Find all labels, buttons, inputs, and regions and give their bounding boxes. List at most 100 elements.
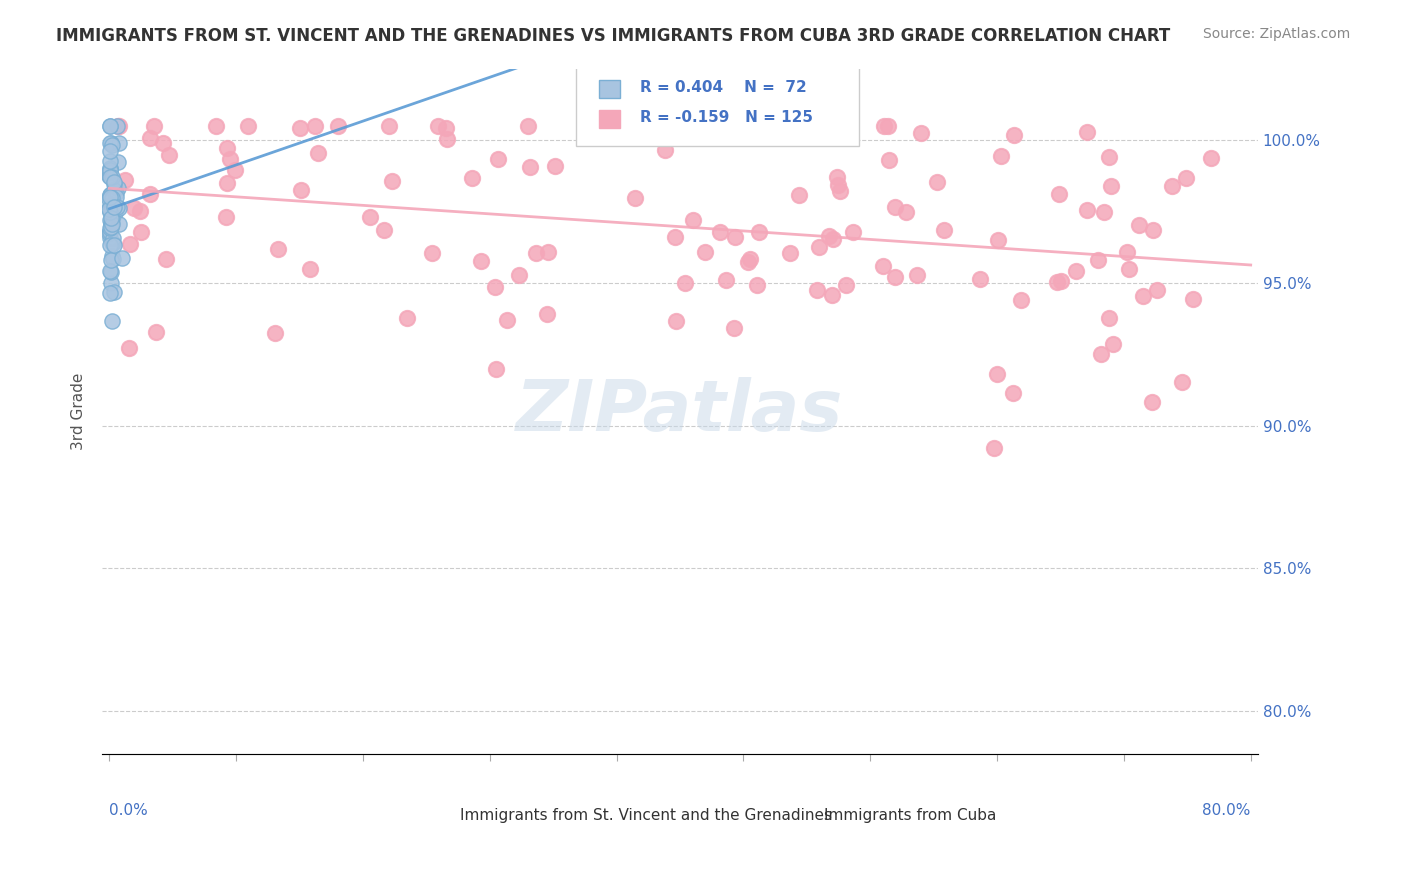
Point bbox=[1010, 293, 1032, 307]
Point bbox=[100, 276, 122, 290]
Point bbox=[1098, 310, 1121, 325]
Point bbox=[835, 278, 858, 293]
Point bbox=[100, 216, 122, 230]
Point bbox=[695, 245, 717, 260]
Point bbox=[1140, 395, 1163, 409]
Point bbox=[1076, 125, 1098, 139]
Point bbox=[101, 190, 124, 204]
Point bbox=[894, 204, 917, 219]
Point bbox=[987, 233, 1010, 247]
FancyBboxPatch shape bbox=[576, 65, 859, 146]
Point bbox=[1101, 336, 1123, 351]
Point bbox=[326, 119, 349, 133]
Point bbox=[1118, 262, 1140, 277]
Point bbox=[100, 186, 122, 201]
Point bbox=[1002, 128, 1025, 143]
Point bbox=[224, 163, 246, 178]
Point bbox=[969, 272, 991, 286]
Point bbox=[100, 187, 122, 202]
Point bbox=[1174, 171, 1197, 186]
Text: R = -0.159   N = 125: R = -0.159 N = 125 bbox=[640, 110, 813, 125]
Point bbox=[98, 154, 121, 169]
Point bbox=[152, 136, 174, 151]
Point bbox=[359, 210, 381, 224]
Point bbox=[100, 211, 122, 226]
Point bbox=[884, 269, 907, 284]
Point bbox=[139, 131, 162, 145]
Point bbox=[98, 203, 121, 218]
Point bbox=[747, 277, 769, 292]
Point bbox=[737, 255, 759, 269]
Point bbox=[100, 217, 122, 231]
Point bbox=[98, 169, 121, 184]
Text: 0.0%: 0.0% bbox=[110, 803, 148, 818]
Point bbox=[105, 186, 128, 200]
FancyBboxPatch shape bbox=[426, 805, 451, 826]
Point bbox=[98, 227, 121, 241]
Point bbox=[105, 119, 128, 133]
Point bbox=[582, 119, 605, 133]
Point bbox=[395, 310, 418, 325]
Point bbox=[145, 326, 167, 340]
Point bbox=[838, 119, 860, 133]
Point bbox=[910, 127, 932, 141]
Point bbox=[108, 119, 131, 133]
Point bbox=[436, 132, 458, 146]
Point bbox=[98, 220, 121, 235]
Point bbox=[103, 182, 125, 196]
Point bbox=[470, 253, 492, 268]
Point bbox=[519, 160, 541, 174]
Point bbox=[932, 223, 955, 237]
Point bbox=[536, 307, 558, 321]
Point bbox=[100, 198, 122, 212]
Point bbox=[1064, 264, 1087, 278]
Point bbox=[779, 246, 801, 260]
Point bbox=[524, 245, 547, 260]
Point bbox=[98, 192, 121, 206]
Point bbox=[787, 188, 810, 202]
Text: IMMIGRANTS FROM ST. VINCENT AND THE GRENADINES VS IMMIGRANTS FROM CUBA 3RD GRADE: IMMIGRANTS FROM ST. VINCENT AND THE GREN… bbox=[56, 27, 1170, 45]
Point bbox=[143, 119, 166, 133]
Point bbox=[104, 206, 127, 220]
Point bbox=[927, 175, 949, 189]
Point bbox=[461, 171, 484, 186]
Point bbox=[111, 251, 134, 265]
Text: R = 0.404    N =  72: R = 0.404 N = 72 bbox=[640, 79, 806, 95]
Point bbox=[307, 146, 329, 161]
Point bbox=[266, 242, 288, 256]
Point bbox=[107, 155, 129, 169]
Point bbox=[827, 178, 849, 193]
Point bbox=[1092, 204, 1115, 219]
Point bbox=[101, 231, 124, 245]
Point bbox=[290, 183, 312, 197]
Point bbox=[128, 204, 150, 219]
Point bbox=[508, 268, 530, 282]
Point bbox=[100, 119, 122, 133]
Point bbox=[100, 265, 122, 279]
Point bbox=[100, 220, 122, 235]
Point bbox=[516, 119, 538, 133]
Point bbox=[665, 314, 688, 328]
Point bbox=[905, 268, 928, 282]
Point bbox=[107, 119, 129, 133]
Point bbox=[103, 178, 125, 192]
Point bbox=[544, 160, 567, 174]
Point bbox=[304, 119, 326, 133]
Point bbox=[107, 181, 129, 195]
Point bbox=[118, 341, 141, 355]
Point bbox=[108, 136, 131, 150]
Point bbox=[122, 201, 145, 215]
Point bbox=[98, 162, 121, 177]
Point bbox=[155, 252, 177, 266]
Point bbox=[215, 141, 238, 155]
Point bbox=[1146, 284, 1168, 298]
Point bbox=[98, 119, 121, 133]
Point bbox=[120, 236, 142, 251]
Point bbox=[1049, 274, 1071, 288]
Point bbox=[98, 165, 121, 179]
Point bbox=[100, 204, 122, 219]
Point bbox=[883, 201, 905, 215]
Point bbox=[98, 144, 121, 158]
Point bbox=[1128, 219, 1150, 233]
Point bbox=[818, 228, 841, 243]
